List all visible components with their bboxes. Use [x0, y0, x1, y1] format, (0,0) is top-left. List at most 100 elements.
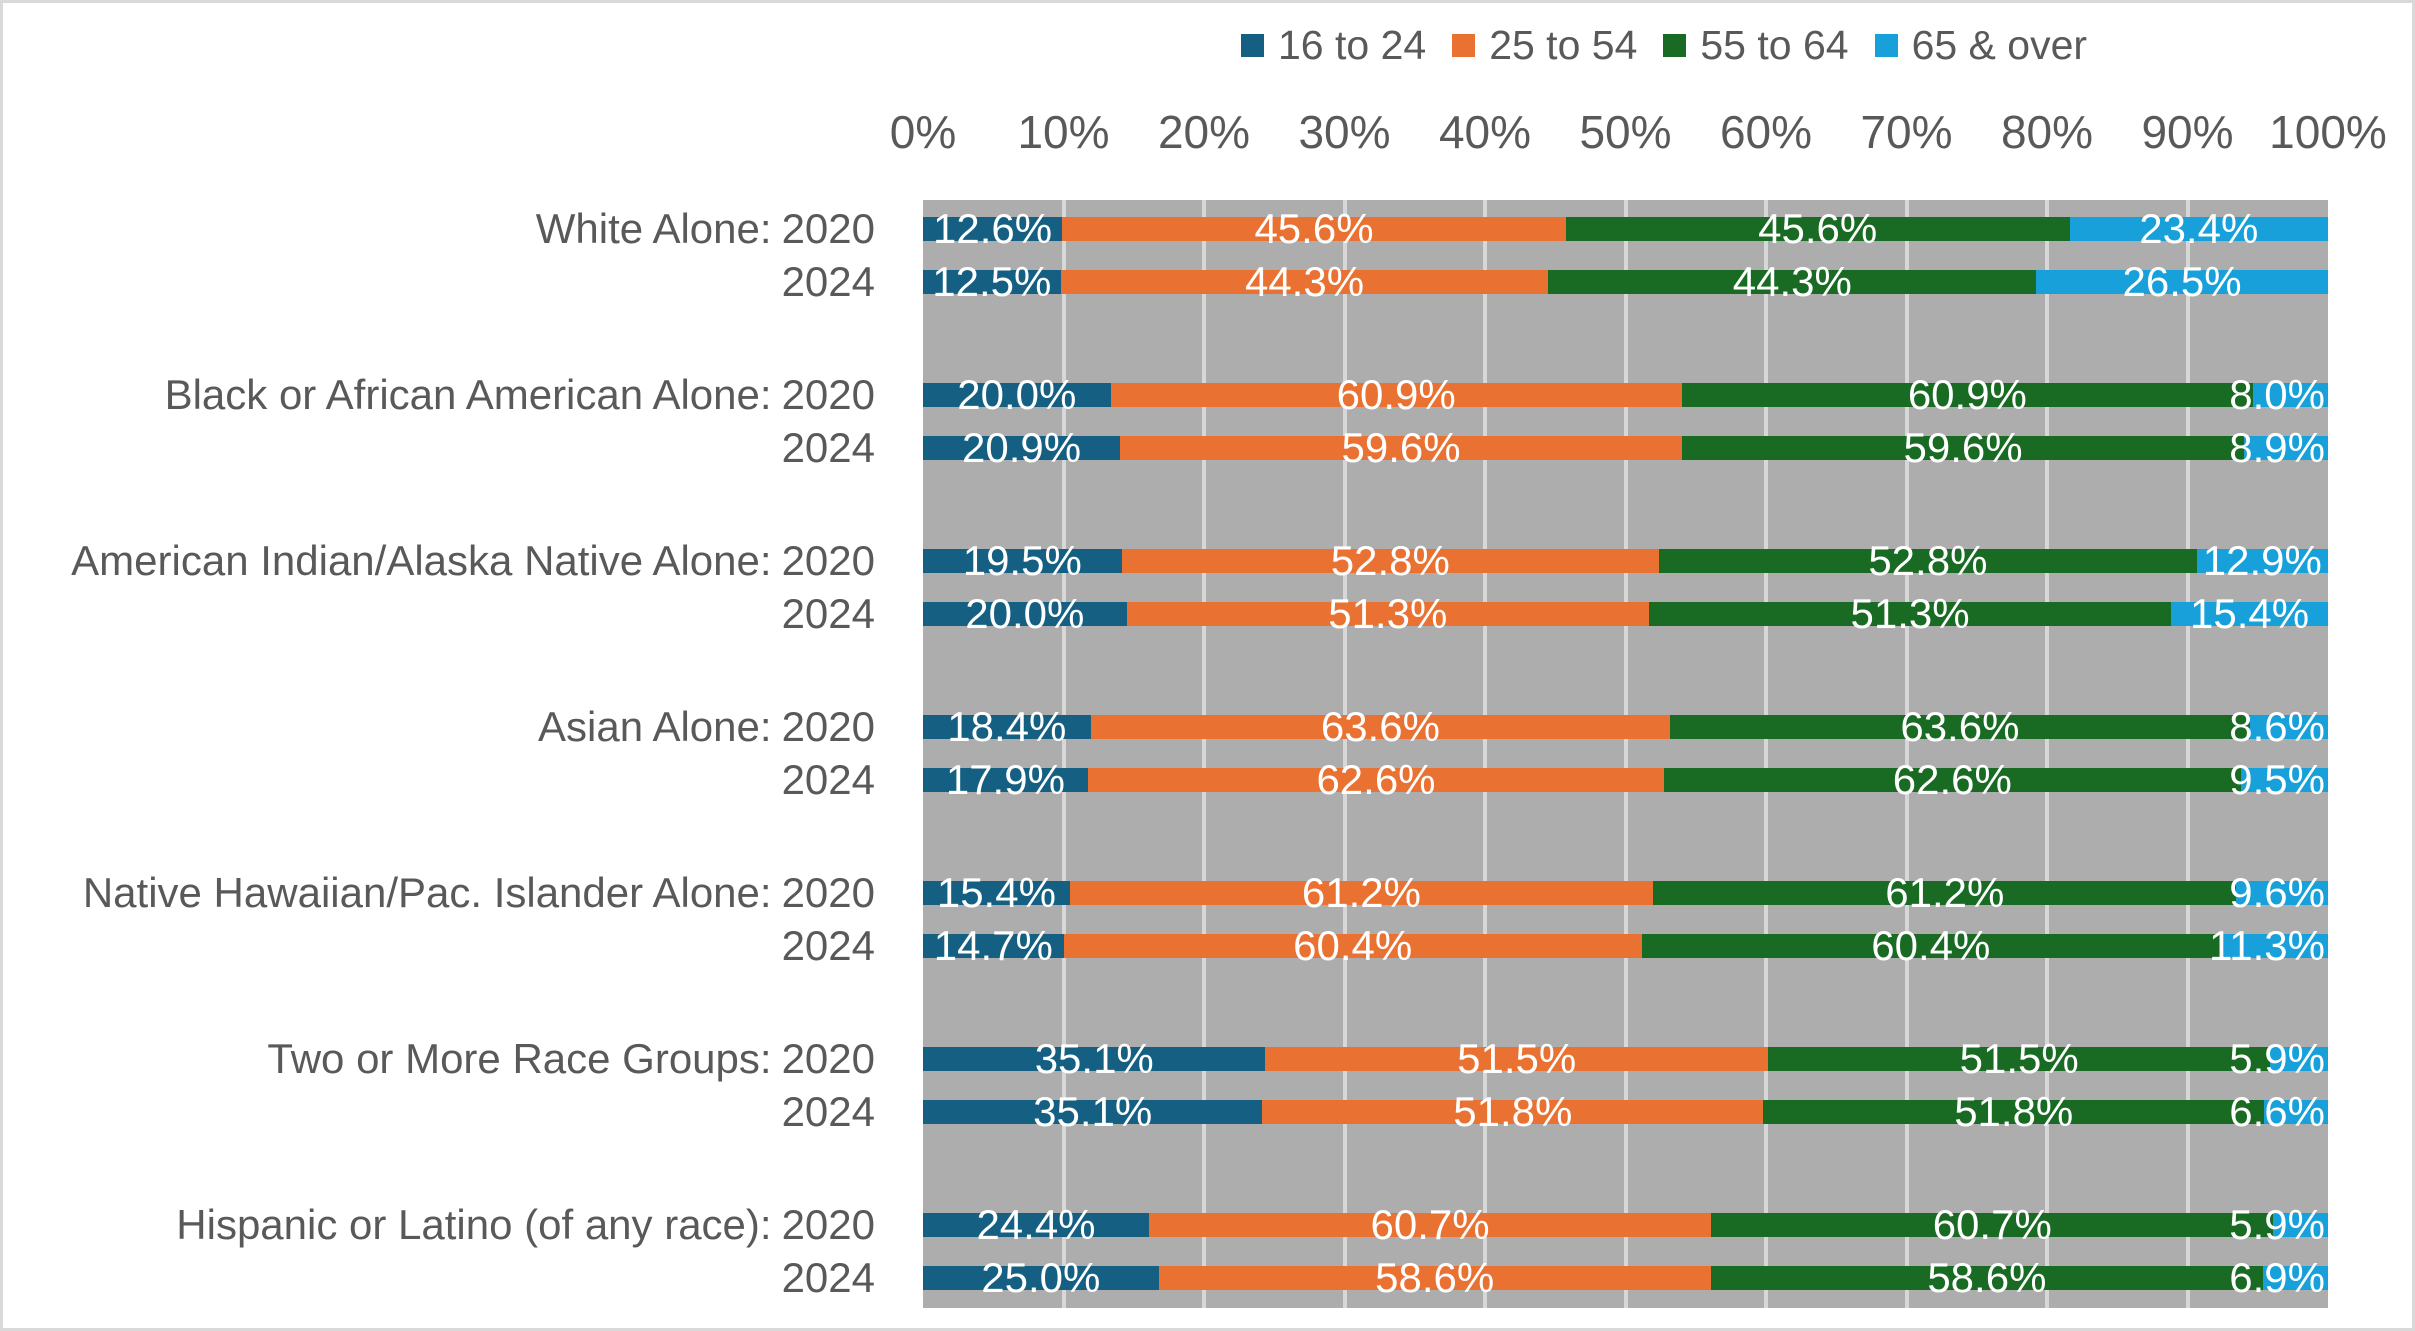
category-row: 2024 [3, 1254, 875, 1301]
year-label: 2020 [781, 869, 875, 916]
bar-segment-16-to-24 [923, 1047, 1266, 1071]
category-label: Asian Alone: [538, 703, 772, 750]
category-row: Two or More Race Groups: 2020 [3, 1035, 875, 1082]
data-label: 12.6% [933, 205, 1053, 252]
bar-segment-16-to-24 [923, 217, 1063, 241]
bar-segment-25-to-54 [1265, 1047, 1768, 1071]
data-label: 6.9% [2229, 1254, 2325, 1301]
gridline [1202, 200, 1206, 1308]
bar-segments [923, 436, 2328, 460]
x-axis-tick-label: 50% [1579, 106, 1672, 158]
bar-segments [923, 217, 2328, 241]
data-label: 45.6% [1758, 205, 1878, 252]
bar-segments [923, 715, 2328, 739]
year-label: 2024 [781, 756, 875, 803]
bar-row: 12.6% 45.6% 45.6% 23.4% [923, 208, 2328, 250]
bar-row: 15.4% 61.2% 61.2% 9.6% [923, 872, 2328, 914]
data-label: 45.6% [1254, 205, 1374, 252]
bar-segment-65-over [2069, 217, 2328, 241]
bar-segment-55-to-64 [1767, 1047, 2271, 1071]
bar-segment-25-to-54 [1148, 1213, 1712, 1237]
legend-label: 16 to 24 [1278, 21, 1427, 68]
data-label: 35.1% [1033, 1088, 1153, 1135]
category-row: 2024 [3, 756, 875, 803]
data-label: 18.4% [947, 703, 1067, 750]
bar-segments [923, 1213, 2328, 1237]
bar-row: 24.4% 60.7% 60.7% 5.9% [923, 1204, 2328, 1246]
category-row: 2024 [3, 1088, 875, 1135]
bar-segment-65-over [2249, 715, 2328, 739]
data-label: 60.7% [1932, 1201, 2052, 1248]
category-row: Asian Alone: 2020 [3, 703, 875, 750]
legend-item-25-to-54: 25 to 54 [1452, 22, 1637, 69]
bar-segments [923, 602, 2328, 626]
bar-segment-25-to-54 [1062, 217, 1566, 241]
category-row: Native Hawaiian/Pac. Islander Alone: 2020 [3, 869, 875, 916]
data-label: 51.8% [1954, 1088, 2074, 1135]
bar-segment-16-to-24 [923, 1100, 1263, 1124]
legend-swatch-65-over [1874, 33, 1898, 57]
bar-segment-55-to-64 [1710, 1266, 2263, 1290]
data-label: 9.6% [2229, 869, 2325, 916]
data-label: 20.0% [957, 371, 1077, 418]
bar-segment-16-to-24 [923, 715, 1091, 739]
data-label: 60.4% [1871, 922, 1991, 969]
data-label: 51.5% [1457, 1035, 1577, 1082]
data-label: 62.6% [1892, 756, 2012, 803]
x-axis-tick-label: 100% [2269, 106, 2387, 158]
bar-segments [923, 934, 2328, 958]
bar-row: 18.4% 63.6% 63.6% 8.6% [923, 706, 2328, 748]
bar-segments [923, 881, 2328, 905]
bar-segment-55-to-64 [1670, 715, 2250, 739]
x-axis-tick-label: 0% [889, 106, 957, 158]
category-label: White Alone: [535, 205, 772, 252]
year-label: 2020 [781, 205, 875, 252]
legend-item-16-to-24: 16 to 24 [1241, 22, 1426, 69]
year-label: 2024 [781, 258, 875, 305]
data-label: 59.6% [1903, 424, 2023, 471]
data-label: 8.9% [2229, 424, 2325, 471]
bar-row: 20.9% 59.6% 59.6% 8.9% [923, 427, 2328, 469]
data-label: 60.7% [1370, 1201, 1490, 1248]
bar-segment-25-to-54 [1087, 768, 1665, 792]
bar-segments [923, 1100, 2328, 1124]
legend-swatch-25-to-54 [1452, 33, 1476, 57]
bar-row: 12.5% 44.3% 44.3% 26.5% [923, 261, 2328, 303]
data-label: 35.1% [1034, 1035, 1154, 1082]
category-label: American Indian/Alaska Native Alone: [71, 537, 772, 584]
bar-segment-25-to-54 [1069, 881, 1654, 905]
data-label: 61.2% [1885, 869, 2005, 916]
bar-segment-16-to-24 [923, 881, 1070, 905]
gridline [2045, 200, 2049, 1308]
gridline [1764, 200, 1768, 1308]
data-label: 20.9% [961, 424, 1082, 471]
plot-area: 12.6% 45.6% 45.6% 23.4% 12.5% 44.3% 44.3% 26.5%… [923, 200, 2328, 1308]
gridline [1483, 200, 1487, 1308]
data-label: 11.3% [2209, 922, 2325, 969]
gridline [1061, 200, 1066, 1308]
bar-segment-16-to-24 [923, 549, 1122, 573]
x-axis-tick-label: 30% [1298, 106, 1391, 158]
bar-segment-16-to-24 [923, 383, 1111, 407]
bar-segment-25-to-54 [1110, 383, 1682, 407]
data-label: 51.3% [1328, 590, 1448, 637]
bar-segment-25-to-54 [1120, 436, 1683, 460]
data-label: 63.6% [1320, 703, 1440, 750]
bar-row: 20.0% 60.9% 60.9% 8.0% [923, 374, 2328, 416]
year-label: 2024 [781, 1088, 875, 1135]
data-label: 9.5% [2229, 756, 2325, 803]
bar-segment-65-over [2196, 549, 2328, 573]
data-label: 5.9% [2229, 1035, 2325, 1082]
data-label: 44.3% [1732, 258, 1852, 305]
data-label: 60.9% [1336, 371, 1456, 418]
bar-segment-65-over [2273, 1213, 2328, 1237]
data-label: 26.5% [2122, 258, 2242, 305]
bar-segment-65-over [2262, 1266, 2328, 1290]
category-row: White Alone: 2020 [3, 205, 875, 252]
bar-segments [923, 383, 2328, 407]
data-label: 5.9% [2229, 1201, 2325, 1248]
year-label: 2020 [781, 1201, 875, 1248]
x-axis-tick-label: 90% [2141, 106, 2234, 158]
legend-label: 25 to 54 [1489, 21, 1638, 68]
